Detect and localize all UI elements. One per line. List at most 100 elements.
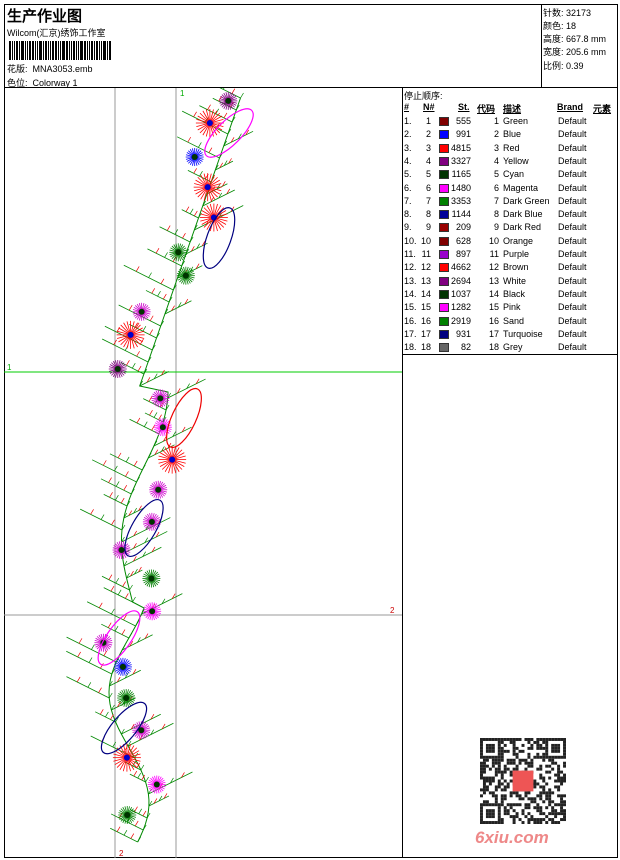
row-idx: 14. xyxy=(404,288,417,299)
col-no: N# xyxy=(423,102,435,112)
row-stitches: 991 xyxy=(455,129,471,140)
leaf xyxy=(133,556,137,562)
row-desc: Turquoise xyxy=(503,328,543,339)
leaf xyxy=(164,252,168,258)
barcode-bar xyxy=(103,41,106,60)
leaf xyxy=(177,302,182,308)
flower-center xyxy=(127,331,134,338)
leaf xyxy=(150,729,155,735)
leaf xyxy=(161,723,166,730)
leaf-branch xyxy=(123,264,174,291)
leaf xyxy=(139,380,144,387)
table-row: 2. 2 991 2 Blue Default xyxy=(403,129,618,142)
row-stitches: 2919 xyxy=(451,315,472,326)
row-brand: Default xyxy=(558,262,587,273)
leaf xyxy=(153,373,158,379)
leaf xyxy=(231,116,236,123)
leaf xyxy=(182,233,186,239)
leaf xyxy=(231,88,236,94)
row-stitches: 1144 xyxy=(451,209,471,220)
row-desc: Dark Blue xyxy=(503,209,543,220)
company-name: Wilcom(汇京)绣饰工作室 xyxy=(7,28,106,38)
leaf xyxy=(163,293,167,300)
leaf-branch xyxy=(122,531,168,555)
leaf xyxy=(130,833,135,839)
leaf xyxy=(174,229,179,235)
leaf xyxy=(110,586,115,592)
leaf xyxy=(156,332,160,339)
leaf xyxy=(133,530,137,537)
leaf xyxy=(147,356,152,363)
leaf xyxy=(167,392,172,399)
row-desc: Magenta xyxy=(503,182,539,193)
leaf xyxy=(129,641,134,647)
row-brand: Default xyxy=(558,302,587,313)
col-st: St. xyxy=(458,102,470,112)
row-code: 9 xyxy=(493,222,499,233)
leaf xyxy=(136,351,140,357)
flower-center xyxy=(153,781,160,788)
barcode-bar xyxy=(50,41,51,60)
leaf xyxy=(141,464,146,471)
leaf xyxy=(193,224,198,231)
leaf xyxy=(164,308,169,315)
leaf xyxy=(141,608,145,615)
leaf xyxy=(117,701,121,708)
leaf-branch xyxy=(144,412,164,423)
row-no: 16 xyxy=(421,315,432,326)
leaf xyxy=(142,824,147,831)
leaf xyxy=(113,339,117,345)
leaf xyxy=(235,104,240,111)
leaf xyxy=(130,570,134,577)
row-desc: Grey xyxy=(503,342,523,353)
leaf xyxy=(124,672,129,679)
barcode-bar xyxy=(48,41,49,60)
flower-center xyxy=(225,97,232,104)
leaf xyxy=(123,512,128,519)
barcode-bar xyxy=(45,41,47,60)
sheet-frame xyxy=(4,4,618,858)
barcode-bar xyxy=(107,41,108,60)
barcode-bar xyxy=(69,41,70,60)
leaf xyxy=(105,711,109,718)
row-stitches: 82 xyxy=(460,342,471,353)
leaf xyxy=(171,593,176,599)
leaf xyxy=(150,714,155,720)
color-swatch xyxy=(439,289,449,299)
row-brand: Default xyxy=(558,222,587,233)
row-stitches: 4815 xyxy=(451,142,472,153)
leaf xyxy=(145,776,149,783)
row-stitches: 2694 xyxy=(451,275,472,286)
leaf xyxy=(154,449,159,455)
leaf xyxy=(91,644,95,650)
row-no: 1 xyxy=(425,116,431,126)
leaf xyxy=(140,764,145,771)
leaf xyxy=(207,104,211,110)
row-stitches: 931 xyxy=(455,328,471,339)
row-brand: Default xyxy=(558,129,587,140)
barcode-bar xyxy=(73,41,75,60)
leaf xyxy=(218,192,223,199)
row-code: 15 xyxy=(488,302,499,313)
flower-center xyxy=(191,154,198,161)
row-brand: Default xyxy=(558,142,587,153)
leaf xyxy=(148,800,153,807)
watermark: 6xiu.com xyxy=(475,828,549,847)
leaf-branch xyxy=(129,418,160,435)
color-swatch xyxy=(439,263,449,273)
row-desc: Black xyxy=(503,288,526,299)
leaf xyxy=(115,494,119,501)
leaf xyxy=(170,777,174,784)
paisley-motif xyxy=(166,387,202,449)
col-idx: # xyxy=(404,102,410,112)
leaf xyxy=(163,436,167,442)
row-stitches: 1165 xyxy=(451,169,471,180)
leaf xyxy=(245,129,250,136)
row-brand: Default xyxy=(558,209,587,220)
leaf xyxy=(116,676,121,683)
row-desc: Blue xyxy=(503,129,522,140)
leaf xyxy=(142,551,146,557)
leaf xyxy=(184,298,189,305)
leaf xyxy=(137,637,141,643)
row-no: 14 xyxy=(421,288,432,299)
